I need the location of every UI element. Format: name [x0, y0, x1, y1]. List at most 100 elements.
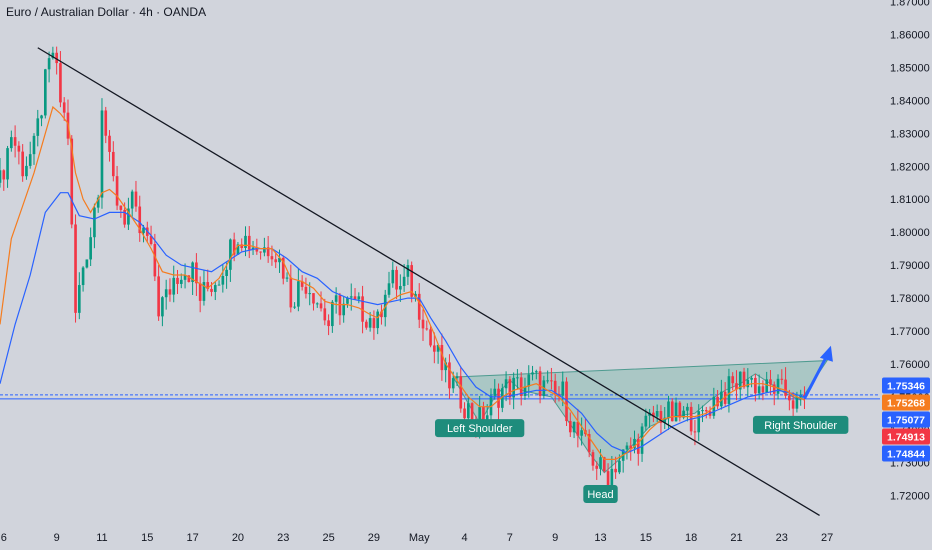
candle-body	[225, 269, 228, 277]
time-tick-label: 18	[685, 532, 697, 544]
candle-body	[0, 170, 2, 183]
candle-body	[516, 377, 519, 379]
candle-body	[111, 151, 115, 177]
candle-body	[6, 148, 9, 180]
candle-body	[164, 289, 168, 298]
candle-body	[395, 269, 398, 290]
candle-body	[44, 69, 47, 116]
candle-body	[47, 58, 51, 70]
candle-body	[236, 244, 240, 255]
candle-body	[221, 276, 225, 285]
time-tick-label: 25	[322, 532, 334, 544]
candle-body	[157, 276, 160, 317]
time-tick-label: 13	[594, 532, 606, 544]
candle-body	[368, 318, 372, 328]
candle-body	[527, 374, 531, 387]
candle-body	[293, 306, 296, 308]
pattern-label: Right Shoulder	[764, 420, 837, 432]
ema-slow-line	[0, 192, 805, 454]
candle-body	[433, 345, 436, 352]
candle-body	[70, 138, 74, 225]
candle-body	[183, 275, 187, 280]
candle-body	[361, 296, 364, 322]
candle-body	[636, 438, 640, 454]
candle-body	[599, 457, 602, 469]
candle-body	[104, 110, 108, 136]
annotation-layer: Left Shoulder Head Right Shoulder	[435, 415, 849, 504]
candle-body	[319, 303, 323, 309]
candle-body	[410, 265, 413, 297]
candle-body	[331, 301, 334, 327]
candle-body	[327, 320, 330, 327]
trendline-layer	[37, 47, 820, 516]
price-tick-label: 1.78000	[890, 293, 930, 305]
candle-body	[482, 407, 485, 424]
descending-trendline[interactable]	[37, 47, 820, 516]
candle-body	[342, 303, 346, 316]
time-axis[interactable]: 6 9 11 15 17 20 23 25 29 May 4 7 9 13 15 18 21 23 27	[1, 532, 834, 544]
candle-body	[489, 395, 493, 416]
candle-body	[51, 52, 55, 59]
candle-body	[96, 197, 100, 208]
candle-body	[478, 407, 481, 427]
candle-body	[655, 411, 659, 417]
candle-body	[693, 431, 697, 433]
candle-body	[595, 465, 599, 469]
candle-body	[100, 110, 104, 198]
candle-body	[417, 293, 421, 320]
candle-body	[788, 395, 791, 401]
candle-body	[553, 380, 557, 394]
price-tick-label: 1.87000	[890, 0, 930, 9]
candle-body	[108, 135, 111, 152]
candle-body	[652, 412, 655, 417]
candle-body	[380, 311, 383, 318]
price-tags: 1.75346 1.75268 1.75077 1.74913 1.74844	[882, 377, 930, 462]
candle-body	[735, 383, 738, 390]
candle-body	[565, 381, 568, 422]
candle-body	[229, 239, 232, 270]
candle-body	[134, 191, 138, 207]
candle-body	[172, 277, 176, 295]
price-tag: 1.75268	[887, 397, 925, 409]
candle-body	[644, 415, 648, 427]
time-tick-label: 15	[141, 532, 153, 544]
candle-body	[670, 401, 674, 422]
candle-body	[659, 411, 663, 423]
price-tick-label: 1.77000	[890, 326, 930, 338]
candle-body	[281, 257, 285, 279]
price-tick-label: 1.84000	[890, 95, 930, 107]
candle-body	[697, 411, 701, 433]
time-tick-label: 6	[1, 532, 7, 544]
candle-body	[191, 262, 194, 282]
candle-body	[304, 286, 308, 294]
candle-body	[349, 296, 353, 298]
arrow-layer	[803, 345, 833, 400]
candle-body	[399, 286, 402, 290]
candle-body	[263, 247, 266, 253]
price-tag: 1.74844	[887, 448, 925, 460]
candle-body	[750, 377, 753, 380]
candle-body	[519, 377, 523, 396]
candle-body	[704, 410, 708, 412]
pattern-label-bg	[435, 419, 525, 438]
candle-body	[402, 276, 406, 287]
time-tick-label: 9	[54, 532, 60, 544]
projection-arrow-head	[819, 345, 833, 362]
candle-body	[421, 319, 425, 329]
candle-body	[289, 277, 293, 308]
price-tag-bg	[882, 394, 930, 411]
candle-body	[746, 379, 750, 388]
price-tick-label: 1.86000	[890, 30, 930, 42]
time-tick-label: 29	[368, 532, 380, 544]
candle-body	[765, 379, 769, 393]
candle-body	[780, 378, 784, 380]
candle-body	[213, 285, 217, 292]
time-tick-label: 27	[821, 532, 833, 544]
candle-body	[232, 239, 236, 255]
candle-body	[448, 362, 451, 389]
candle-body	[198, 283, 202, 301]
candle-body	[17, 145, 21, 152]
candle-body	[576, 421, 580, 436]
